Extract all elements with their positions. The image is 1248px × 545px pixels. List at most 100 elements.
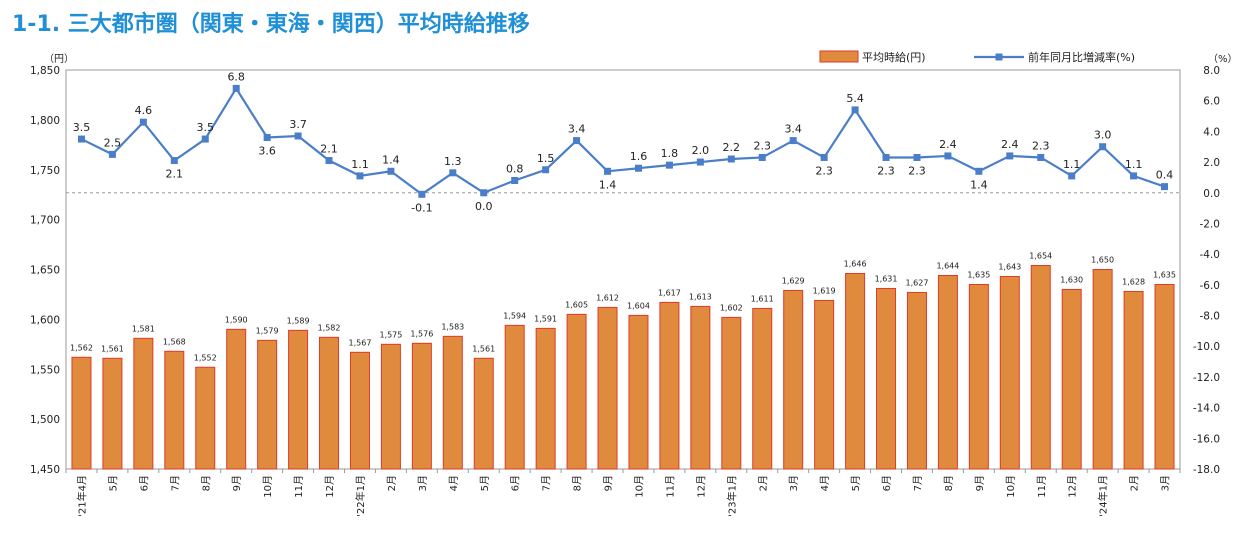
bar — [999, 275, 1020, 470]
line-marker — [1037, 153, 1045, 161]
line-marker — [294, 132, 302, 140]
bar — [319, 336, 340, 470]
bar — [504, 324, 525, 470]
bar-value-label: 1,628 — [1122, 277, 1145, 286]
y-right-tick-label: -4.0 — [1200, 249, 1221, 261]
bar — [659, 301, 680, 470]
bar-value-label: 1,594 — [503, 311, 526, 320]
line-value-label: 1.1 — [1063, 158, 1081, 171]
bar — [690, 305, 711, 470]
x-tick-label: '22年1月 — [354, 475, 367, 517]
bar — [1061, 288, 1082, 470]
bar — [226, 328, 247, 470]
x-tick-label: 7月 — [541, 475, 553, 491]
line-marker — [108, 150, 116, 158]
line-marker — [511, 176, 519, 184]
y-left-tick-label: 1,700 — [30, 215, 60, 227]
line-marker — [604, 167, 612, 175]
x-tick-label: '23年1月 — [725, 475, 738, 517]
line-marker — [201, 135, 209, 143]
y-left-unit: （円） — [44, 53, 74, 65]
bar — [752, 307, 773, 470]
y-left-tick-label: 1,800 — [30, 115, 60, 127]
line-value-label: 1.1 — [1125, 158, 1143, 171]
line-marker — [944, 152, 952, 160]
x-tick-label: '24年1月 — [1097, 475, 1110, 517]
bar-value-label: 1,654 — [1029, 252, 1052, 261]
line-value-label: 2.4 — [1001, 138, 1019, 151]
x-tick-label: 11月 — [664, 475, 676, 498]
y-right-unit: （%） — [1208, 53, 1238, 65]
bar — [288, 329, 309, 470]
y-right-tick-label: -8.0 — [1200, 311, 1221, 323]
bar — [102, 357, 123, 470]
line-value-label: 3.5 — [197, 121, 215, 134]
x-tick-label: 2月 — [1129, 475, 1141, 491]
x-tick-label: 4月 — [448, 475, 460, 491]
x-tick-label: 6月 — [138, 475, 150, 491]
line-value-label: 0.8 — [506, 162, 524, 175]
line-marker — [77, 135, 85, 143]
y-right-tick-label: 8.0 — [1203, 65, 1220, 77]
y-left-tick-label: 1,850 — [30, 65, 60, 77]
bar — [473, 357, 494, 470]
x-tick-label: 2月 — [757, 475, 769, 491]
bar — [876, 287, 897, 470]
legend-bar-swatch — [819, 50, 859, 63]
line-marker — [665, 161, 673, 169]
bar-value-label: 1,635 — [967, 270, 990, 279]
x-tick-label: 11月 — [1036, 475, 1048, 498]
line-value-label: 1.4 — [599, 178, 617, 191]
bar — [597, 306, 618, 470]
line-value-label: 1.8 — [661, 147, 679, 160]
line-value-label: 3.4 — [568, 123, 586, 136]
x-tick-label: 5月 — [107, 475, 119, 491]
bar — [442, 335, 463, 470]
legend-line-label: 前年同月比増減率(%) — [1028, 50, 1135, 64]
bar-value-label: 1,561 — [101, 344, 124, 353]
line-marker — [727, 155, 735, 163]
bar-value-label: 1,630 — [1060, 275, 1083, 284]
bar-value-label: 1,644 — [936, 261, 959, 270]
line-value-label: 1.5 — [537, 152, 555, 165]
x-tick-label: 4月 — [819, 475, 831, 491]
bar-value-label: 1,579 — [256, 326, 279, 335]
x-tick-label: 3月 — [417, 475, 429, 491]
line-value-label: 1.6 — [630, 150, 648, 163]
line-marker — [449, 169, 457, 177]
y-left-tick-label: 1,750 — [30, 165, 60, 177]
line-value-label: 1.1 — [351, 158, 369, 171]
line-value-label: 1.4 — [970, 178, 988, 191]
y-right-tick-label: 2.0 — [1203, 157, 1220, 169]
bar-value-label: 1,583 — [441, 322, 464, 331]
x-tick-label: 8月 — [572, 475, 584, 491]
bar-value-label: 1,567 — [349, 338, 372, 347]
line-marker — [882, 153, 890, 161]
line-marker — [263, 134, 271, 142]
line-marker — [232, 84, 240, 92]
bar-value-label: 1,611 — [751, 294, 774, 303]
line-marker — [573, 137, 581, 145]
line-marker — [480, 189, 488, 197]
x-tick-label: 9月 — [603, 475, 615, 491]
line-marker — [139, 118, 147, 126]
bar-value-label: 1,591 — [534, 314, 557, 323]
line-value-label: 1.4 — [382, 153, 400, 166]
bar-value-label: 1,582 — [318, 323, 341, 332]
bar — [71, 356, 92, 470]
bar-value-label: 1,646 — [844, 259, 867, 268]
bar — [937, 274, 958, 470]
x-tick-label: 3月 — [788, 475, 800, 491]
bar-value-label: 1,581 — [132, 324, 155, 333]
bar-value-label: 1,604 — [627, 301, 650, 310]
line-value-label: 6.8 — [227, 70, 245, 83]
line-value-label: 2.4 — [939, 138, 957, 151]
line-value-label: 3.7 — [289, 118, 307, 131]
x-tick-label: 10月 — [1005, 475, 1017, 498]
x-tick-label: '21年4月 — [75, 475, 88, 517]
bar — [628, 314, 649, 470]
y-right-tick-label: -10.0 — [1193, 341, 1220, 353]
line-value-label: 2.1 — [320, 143, 338, 156]
line-marker — [913, 153, 921, 161]
